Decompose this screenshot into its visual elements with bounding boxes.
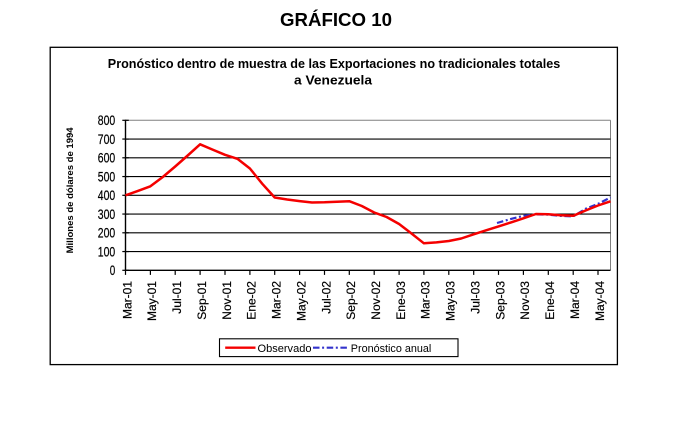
svg-text:Sep-02: Sep-02 — [344, 281, 358, 320]
svg-text:GRÁFICO 10: GRÁFICO 10 — [280, 9, 392, 30]
svg-text:Mar-02: Mar-02 — [270, 281, 284, 319]
svg-text:Jul-03: Jul-03 — [469, 281, 483, 314]
svg-text:Pronóstico anual: Pronóstico anual — [351, 343, 432, 355]
svg-text:Nov-03: Nov-03 — [518, 281, 532, 320]
svg-text:800: 800 — [98, 113, 115, 128]
svg-text:Pronóstico dentro de muestra d: Pronóstico dentro de muestra de las Expo… — [108, 57, 560, 71]
svg-text:Jul-01: Jul-01 — [170, 281, 184, 314]
svg-text:Sep-01: Sep-01 — [195, 281, 209, 320]
svg-text:600: 600 — [98, 151, 115, 166]
svg-text:300: 300 — [98, 207, 115, 222]
svg-text:May-02: May-02 — [294, 281, 308, 321]
svg-text:0: 0 — [110, 263, 116, 278]
svg-text:500: 500 — [98, 169, 115, 184]
svg-text:Ene-04: Ene-04 — [543, 281, 557, 320]
svg-text:Mar-03: Mar-03 — [419, 281, 433, 319]
svg-text:400: 400 — [98, 188, 115, 203]
svg-text:May-03: May-03 — [444, 281, 458, 321]
svg-text:Nov-02: Nov-02 — [369, 281, 383, 320]
svg-text:100: 100 — [98, 244, 115, 259]
svg-text:Ene-02: Ene-02 — [245, 281, 259, 320]
svg-text:Ene-03: Ene-03 — [394, 281, 408, 320]
svg-text:Nov-01: Nov-01 — [220, 281, 234, 320]
svg-text:Mar-04: Mar-04 — [568, 281, 582, 319]
svg-text:May-04: May-04 — [593, 281, 607, 321]
svg-text:Observado: Observado — [258, 343, 312, 355]
svg-text:Sep-03: Sep-03 — [493, 281, 507, 320]
svg-text:a Venezuela: a Venezuela — [294, 73, 373, 87]
svg-text:200: 200 — [98, 226, 115, 241]
svg-text:Jul-02: Jul-02 — [319, 281, 333, 314]
svg-text:Millones de dólares de 1994: Millones de dólares de 1994 — [65, 127, 76, 254]
svg-text:700: 700 — [98, 132, 115, 147]
svg-text:Mar-01: Mar-01 — [120, 281, 134, 319]
svg-text:May-01: May-01 — [145, 281, 159, 321]
